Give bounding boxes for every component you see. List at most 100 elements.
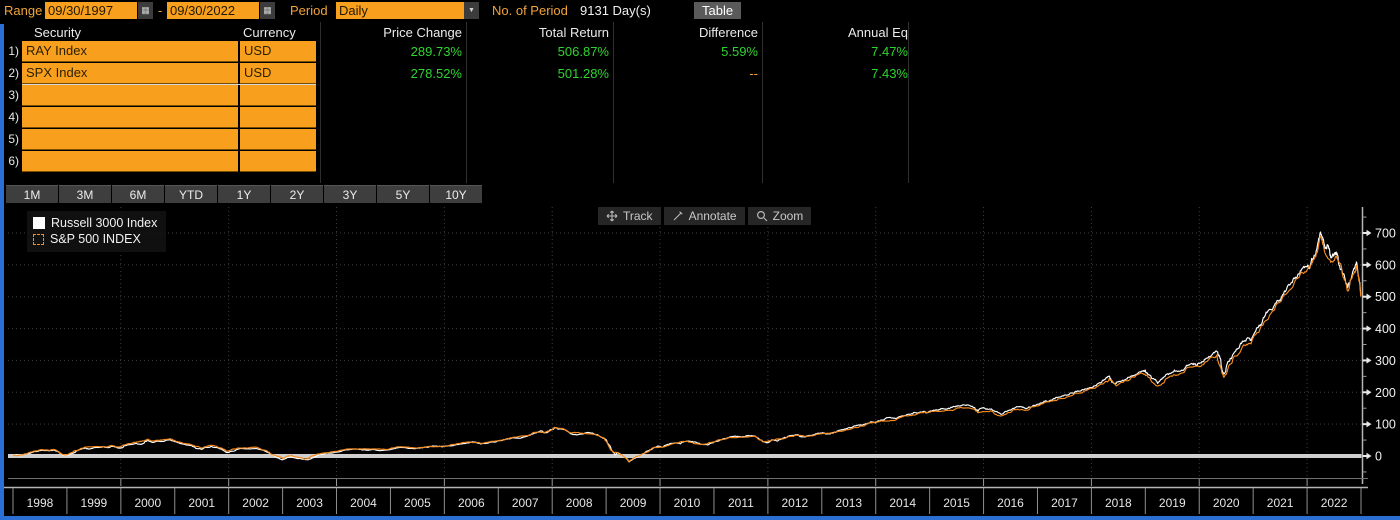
period-button-10y[interactable]: 10Y [430, 185, 482, 203]
column-header-total-return: Total Return [538, 25, 609, 40]
calendar-icon[interactable]: ▦ [260, 2, 275, 19]
zoom-button[interactable]: Zoom [747, 207, 812, 225]
chart-plot[interactable]: 0 100 200 300 400 500 600 700 1998 1999 2000 2001 20… [0, 205, 1400, 520]
y-axis-label: 200 [1375, 386, 1396, 400]
x-axis-label: 2000 [134, 496, 161, 510]
security-cell-input[interactable]: RAY Index [22, 41, 238, 62]
x-axis-label: 2017 [1051, 496, 1078, 510]
toolbar-label: Track [623, 208, 653, 223]
x-axis-label: 2018 [1105, 496, 1132, 510]
x-axis-label: 1999 [81, 496, 108, 510]
x-axis-label: 2016 [997, 496, 1024, 510]
chart-grid [8, 207, 1362, 478]
period-button-5y[interactable]: 5Y [377, 185, 429, 203]
row-number: 1) [8, 44, 19, 58]
period-button-ytd[interactable]: YTD [165, 185, 217, 203]
zoom-magnifier-icon [756, 210, 767, 222]
security-cell-input[interactable] [22, 107, 238, 128]
currency-cell-input[interactable] [240, 107, 316, 128]
period-button-3y[interactable]: 3Y [324, 185, 376, 203]
security-cell-input[interactable]: SPX Index [22, 63, 238, 84]
top-bar: Range 09/30/1997 ▦ - 09/30/2022 ▦ Period… [0, 0, 1400, 21]
difference-value: 5.59% [721, 44, 758, 59]
x-axis: 1998 1999 2000 2001 2002 2003 2004 2005 2006 2007… [4, 478, 1368, 514]
x-axis-label: 2011 [728, 496, 754, 510]
x-axis-label: 2015 [943, 496, 970, 510]
currency-cell-input[interactable] [240, 85, 316, 106]
start-date-input[interactable]: 09/30/1997 [45, 2, 137, 19]
y-tick-arrow [1366, 389, 1372, 396]
chevron-down-icon[interactable]: ▼ [464, 2, 479, 19]
security-cell-input[interactable] [22, 85, 238, 106]
y-axis-label: 600 [1375, 258, 1396, 272]
toolbar-label: Zoom [772, 208, 804, 223]
x-axis-label: 2021 [1267, 496, 1294, 510]
x-axis-label: 2012 [781, 496, 808, 510]
x-axis-label: 2003 [296, 496, 323, 510]
securities-table: Security Currency Price Change Total Return… [0, 22, 1400, 183]
column-separator [762, 22, 763, 183]
y-axis-label: 0 [1375, 450, 1382, 464]
y-tick-arrow [1366, 261, 1372, 269]
track-button[interactable]: Track [598, 207, 661, 225]
currency-cell-input[interactable]: USD [240, 41, 316, 62]
annotate-button[interactable]: Annotate [663, 207, 745, 225]
legend-label: Russell 3000 Index [51, 216, 158, 230]
x-axis-label: 2020 [1213, 496, 1240, 510]
period-dropdown[interactable]: Daily [336, 2, 464, 19]
column-header-annual-eq: Annual Eq [848, 25, 908, 40]
left-edge-strip [0, 24, 4, 516]
column-separator [613, 22, 614, 183]
x-axis-label: 2006 [458, 496, 485, 510]
no-of-period-label: No. of Period [492, 3, 568, 18]
period-button-1m[interactable]: 1M [6, 185, 58, 203]
security-cell-input[interactable] [22, 129, 238, 150]
chart-series [12, 231, 1362, 463]
security-cell-input[interactable] [22, 151, 238, 172]
calendar-icon[interactable]: ▦ [138, 2, 153, 19]
total-return-value: 501.28% [557, 66, 609, 81]
x-axis-label: 2014 [889, 496, 916, 510]
table-button[interactable]: Table [694, 2, 742, 19]
series-line-sp-500 [12, 235, 1362, 463]
active-row-underline [22, 84, 316, 85]
column-separator [466, 22, 467, 183]
period-button-2y[interactable]: 2Y [271, 185, 323, 203]
x-axis-label: 2008 [566, 496, 593, 510]
legend-item[interactable]: S&P 500 INDEX [33, 231, 157, 247]
column-header-currency: Currency [243, 25, 296, 40]
currency-cell-input[interactable] [240, 129, 316, 150]
y-axis-label: 400 [1375, 322, 1396, 336]
end-date-input[interactable]: 09/30/2022 [167, 2, 259, 19]
date-range-separator: - [158, 3, 163, 18]
y-axis-label: 100 [1375, 418, 1396, 432]
currency-cell-input[interactable] [240, 151, 316, 172]
x-axis-label: 2010 [674, 496, 701, 510]
period-button-6m[interactable]: 6M [112, 185, 164, 203]
row-number: 3) [8, 88, 19, 102]
series-line-russell-3000 [12, 231, 1362, 463]
currency-cell-input[interactable]: USD [240, 63, 316, 84]
y-axis-label: 300 [1375, 354, 1396, 368]
column-separator [320, 22, 321, 183]
dashed-swatch-icon [33, 233, 44, 245]
chart-legend: Russell 3000 Index S&P 500 INDEX [27, 211, 167, 252]
y-axis: 0 100 200 300 400 500 600 700 [1361, 207, 1396, 484]
column-header-security: Security [34, 25, 81, 40]
y-tick-arrow [1366, 229, 1372, 237]
y-axis-label: 500 [1375, 290, 1396, 304]
period-label: Period [290, 3, 328, 18]
total-return-value: 506.87% [557, 44, 609, 59]
no-of-period-value: 9131 Day(s) [580, 3, 651, 18]
period-button-3m[interactable]: 3M [59, 185, 111, 203]
x-axis-label: 2001 [188, 496, 215, 510]
x-axis-label: 2022 [1321, 496, 1348, 510]
legend-item[interactable]: Russell 3000 Index [33, 215, 157, 231]
legend-label: S&P 500 INDEX [50, 232, 141, 246]
chart-toolbar: Track Annotate Zoom [598, 207, 812, 225]
solid-swatch-icon [33, 217, 45, 229]
column-separator [908, 22, 909, 183]
period-button-1y[interactable]: 1Y [218, 185, 270, 203]
annual-eq-value: 7.47% [871, 44, 908, 59]
